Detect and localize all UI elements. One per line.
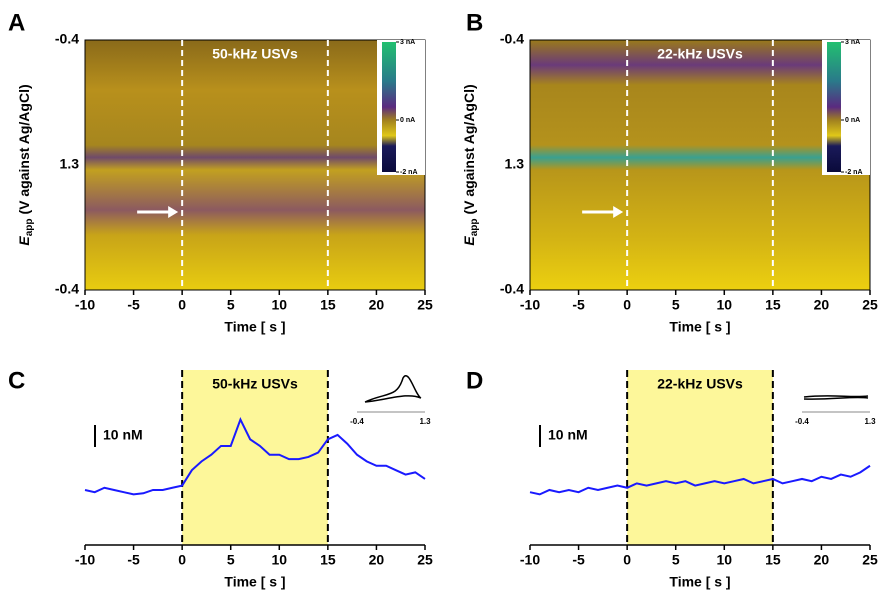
colorbar (382, 42, 396, 172)
panel-label: D (466, 367, 483, 394)
inset-tick-label: 1.3 (864, 417, 876, 426)
arrow-head (613, 206, 624, 218)
x-tick-label: 5 (227, 297, 235, 313)
x-tick-label: 0 (178, 552, 186, 568)
x-tick-label: -5 (127, 552, 140, 568)
x-tick-label: 20 (369, 552, 385, 568)
y-axis-label-part: E (16, 236, 32, 246)
x-tick-label: 5 (227, 552, 235, 568)
x-tick-label: 20 (369, 297, 385, 313)
x-tick-label: 25 (862, 297, 878, 313)
x-tick-label: 15 (765, 552, 781, 568)
y-axis-label: Eapp (V against Ag/AgCl) (16, 84, 35, 245)
x-axis-label: Time [ s ] (669, 574, 730, 590)
colorbar-tick-label: -2 nA (845, 169, 863, 176)
y-axis-label: Eapp (V against Ag/AgCl) (461, 84, 480, 245)
panel-label: A (8, 9, 25, 36)
panel-label: C (8, 367, 25, 394)
x-tick-label: -10 (520, 552, 540, 568)
colorbar-tick-label: 0 nA (400, 117, 415, 124)
scale-bar-label: 10 nM (103, 427, 143, 443)
panel-label: B (466, 9, 483, 36)
heatmap-image (530, 40, 870, 290)
x-tick-label: 20 (814, 552, 830, 568)
colorbar-tick-label: 3 nA (845, 39, 860, 46)
x-axis-label: Time [ s ] (669, 319, 730, 335)
x-tick-label: 0 (178, 297, 186, 313)
inset-cv (364, 375, 422, 403)
colorbar-tick-label: 0 nA (845, 117, 860, 124)
x-tick-label: -10 (520, 297, 540, 313)
x-tick-label: 25 (417, 552, 433, 568)
colorbar-tick-label: 3 nA (400, 39, 415, 46)
scale-bar-label: 10 nM (548, 427, 588, 443)
heatmap-image (85, 40, 425, 290)
title: 50-kHz USVs (212, 46, 298, 62)
x-tick-label: -5 (127, 297, 140, 313)
stimulus-region (627, 370, 773, 545)
x-tick-label: 15 (765, 297, 781, 313)
x-tick-label: 5 (672, 552, 680, 568)
inset-cv (803, 395, 869, 400)
x-tick-label: 10 (271, 552, 287, 568)
y-axis-label-part: app (24, 219, 35, 237)
y-tick-label: -0.4 (500, 281, 524, 297)
x-tick-label: 15 (320, 552, 336, 568)
x-tick-label: -5 (572, 297, 585, 313)
y-axis-label-part: app (469, 219, 480, 237)
title: 22-kHz USVs (657, 46, 743, 62)
colorbar (827, 42, 841, 172)
x-axis-label: Time [ s ] (224, 319, 285, 335)
x-tick-label: 10 (271, 297, 287, 313)
x-tick-label: -5 (572, 552, 585, 568)
trace (529, 464, 871, 496)
title: 50-kHz USVs (212, 376, 298, 392)
title: 22-kHz USVs (657, 376, 743, 392)
y-axis-label-part: (V against Ag/AgCl) (461, 84, 477, 214)
x-tick-label: 10 (716, 297, 732, 313)
arrow-head (168, 206, 179, 218)
inset-tick-label: -0.4 (795, 417, 809, 426)
y-axis-label-part: (V against Ag/AgCl) (16, 84, 32, 214)
y-tick-label: -0.4 (55, 31, 79, 47)
inset-tick-label: -0.4 (350, 417, 364, 426)
y-axis-label-part: E (461, 236, 477, 246)
x-tick-label: 25 (417, 297, 433, 313)
colorbar-tick-label: -2 nA (400, 169, 418, 176)
x-tick-label: 5 (672, 297, 680, 313)
inset-tick-label: 1.3 (419, 417, 431, 426)
x-axis-label: Time [ s ] (224, 574, 285, 590)
trace (84, 416, 426, 496)
x-tick-label: -10 (75, 297, 95, 313)
x-tick-label: 0 (623, 552, 631, 568)
x-tick-label: -10 (75, 552, 95, 568)
x-tick-label: 15 (320, 297, 336, 313)
x-tick-label: 25 (862, 552, 878, 568)
x-tick-label: 0 (623, 297, 631, 313)
y-tick-label: 1.3 (60, 156, 80, 172)
y-tick-label: -0.4 (55, 281, 79, 297)
y-tick-label: 1.3 (505, 156, 525, 172)
x-tick-label: 10 (716, 552, 732, 568)
y-tick-label: -0.4 (500, 31, 524, 47)
x-tick-label: 20 (814, 297, 830, 313)
